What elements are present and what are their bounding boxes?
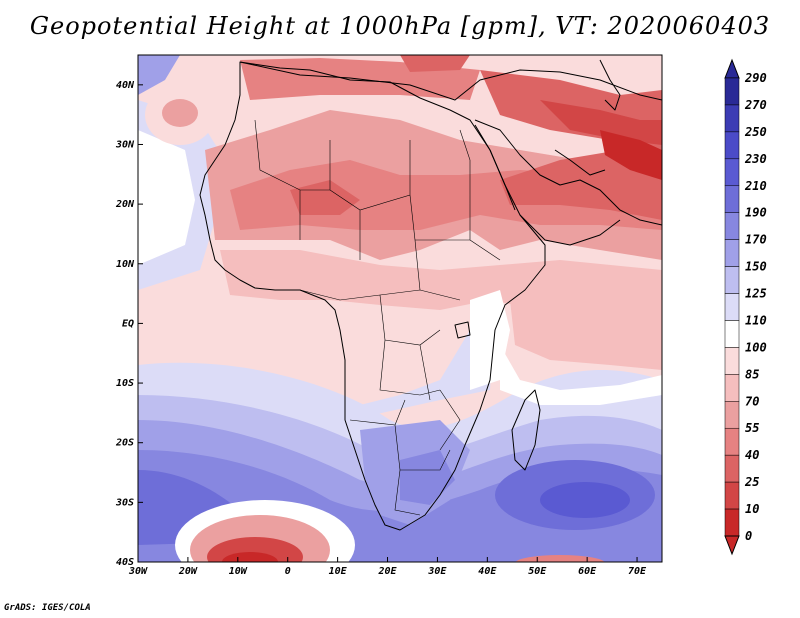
lat-tick-label: EQ bbox=[122, 318, 134, 329]
lon-tick-label: 20E bbox=[377, 566, 397, 577]
arabia-low bbox=[500, 150, 662, 220]
colorbar-segment bbox=[724, 266, 740, 294]
lat-tick-label: 40S bbox=[116, 557, 134, 568]
colorbar-level-label: 250 bbox=[744, 125, 767, 139]
colorbar-bottom-arrow bbox=[724, 535, 740, 556]
height-field bbox=[138, 55, 662, 562]
colorbar: 2902702502302101901701501251101008570554… bbox=[724, 58, 767, 556]
atlantic-west-white bbox=[138, 130, 195, 265]
lat-axis: 40N 30N 20N 10N EQ 10S 20S 30S 40S bbox=[115, 80, 143, 568]
colorbar-segment bbox=[724, 104, 740, 133]
colorbar-segment bbox=[724, 77, 740, 106]
southern-africa-field bbox=[350, 310, 495, 420]
southern-africa-field3 bbox=[400, 450, 455, 505]
southwest-low-center bbox=[222, 552, 278, 562]
lat-tick-label: 20N bbox=[115, 199, 135, 210]
colorbar-level-label: 70 bbox=[745, 394, 759, 408]
lat-tick-label: 20S bbox=[115, 438, 134, 449]
colorbar-level-label: 210 bbox=[744, 179, 767, 193]
border-central-africa bbox=[299, 289, 461, 451]
colorbar-level-label: 110 bbox=[745, 313, 767, 327]
madagascar-coastline bbox=[511, 389, 541, 471]
colorbar-level-label: 170 bbox=[745, 233, 767, 247]
colorbar-level-label: 85 bbox=[745, 367, 759, 381]
colorbar-top-arrow bbox=[724, 58, 740, 79]
lon-tick-label: 60E bbox=[578, 566, 597, 577]
lon-tick-label: 10W bbox=[229, 566, 248, 577]
colorbar-level-label: 25 bbox=[744, 475, 759, 489]
colorbar-segment bbox=[724, 454, 740, 483]
persian-gulf-coast bbox=[554, 149, 606, 176]
lat-tick-label: 40N bbox=[116, 80, 135, 91]
lon-axis: 30W 20W 10W 0 10E 20E 30E 40E 50E 60E 70E bbox=[128, 557, 647, 577]
border-north-africa bbox=[254, 119, 501, 291]
lat-tick-label: 30S bbox=[115, 497, 134, 508]
colorbar-segment bbox=[724, 374, 740, 402]
colorbar-segment bbox=[724, 427, 740, 456]
lon-tick-label: 20W bbox=[178, 566, 198, 577]
arabia-coastline bbox=[474, 119, 662, 246]
lon-tick-label: 40E bbox=[478, 566, 497, 577]
colorbar-level-label: 10 bbox=[745, 502, 759, 516]
colorbar-segment bbox=[724, 347, 740, 375]
colorbar-segment bbox=[724, 239, 740, 267]
middle-east-core bbox=[540, 100, 662, 145]
azores-high-inner bbox=[162, 99, 198, 127]
indian-ocean-white bbox=[500, 345, 662, 405]
credit-text: GrADS: IGES/COLA bbox=[4, 603, 91, 613]
colorbar-segment bbox=[724, 131, 740, 160]
country-borders bbox=[254, 119, 501, 516]
colorbar-segment bbox=[724, 158, 740, 187]
border-southern-africa bbox=[349, 399, 451, 516]
lon-tick-label: 0 bbox=[285, 566, 291, 577]
red-sea-coast bbox=[474, 124, 516, 211]
lon-tick-label: 30E bbox=[427, 566, 447, 577]
colorbar-segment bbox=[724, 401, 740, 429]
colorbar-segment bbox=[724, 185, 740, 213]
coastlines bbox=[199, 59, 662, 531]
colorbar-level-label: 0 bbox=[745, 529, 752, 543]
north-corner-high bbox=[400, 55, 470, 72]
lon-tick-label: 30W bbox=[128, 566, 148, 577]
colorbar-level-label: 290 bbox=[744, 71, 767, 85]
lake-victoria bbox=[454, 321, 471, 339]
lon-tick-label: 50E bbox=[528, 566, 547, 577]
lat-tick-label: 30N bbox=[115, 139, 135, 150]
lat-tick-label: 10S bbox=[116, 378, 134, 389]
colorbar-segment bbox=[724, 212, 740, 240]
colorbar-level-label: 150 bbox=[745, 260, 767, 274]
mascarene-high-core bbox=[540, 482, 630, 518]
northwest-corner bbox=[138, 55, 180, 95]
colorbar-segment bbox=[724, 293, 740, 321]
plot-frame bbox=[137, 54, 663, 563]
colorbar-level-label: 100 bbox=[745, 340, 767, 354]
indian-ocean-pink bbox=[510, 290, 662, 370]
colorbar-segment bbox=[724, 508, 740, 537]
colorbar-level-label: 230 bbox=[744, 152, 767, 166]
colorbar-segment bbox=[724, 481, 740, 510]
colorbar-level-label: 125 bbox=[745, 287, 767, 301]
lon-tick-label: 10E bbox=[329, 566, 348, 577]
map-title: Geopotential Height at 1000hPa [gpm], VT… bbox=[29, 12, 771, 40]
lon-tick-label: 70E bbox=[628, 566, 647, 577]
caspian-coast bbox=[599, 59, 621, 111]
colorbar-level-label: 270 bbox=[744, 98, 767, 112]
sahara-core2 bbox=[290, 180, 360, 215]
colorbar-segment bbox=[724, 320, 740, 348]
colorbar-level-label: 190 bbox=[745, 206, 767, 220]
colorbar-level-label: 40 bbox=[745, 448, 759, 462]
colorbar-level-label: 55 bbox=[745, 421, 759, 435]
iran-core bbox=[600, 130, 662, 180]
lat-tick-label: 10N bbox=[116, 259, 135, 270]
